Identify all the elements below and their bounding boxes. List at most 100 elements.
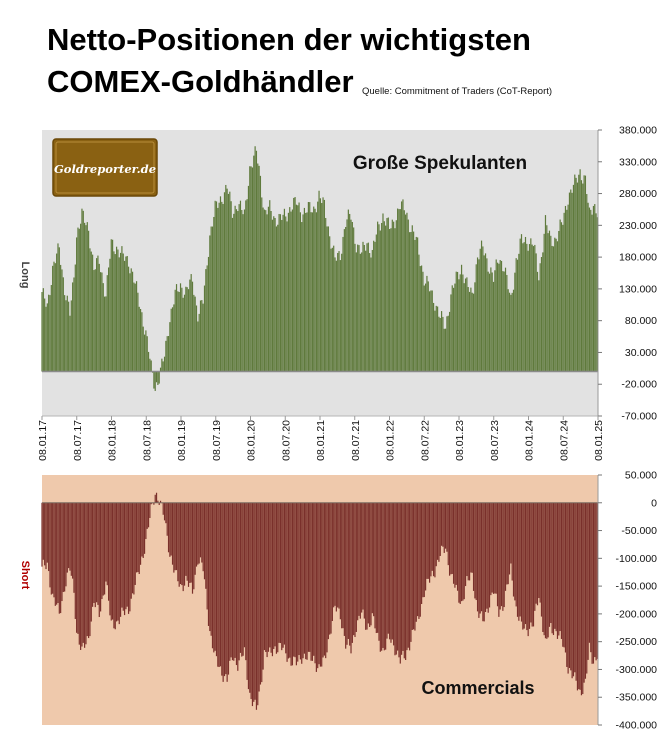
bar-2021-02-21 (327, 502, 329, 640)
bar-2021-03-28 (334, 257, 336, 372)
bar-2019-11-03 (237, 502, 239, 671)
x-tick-label: 08.01.19 (176, 420, 188, 461)
bar-2019-10-27 (235, 209, 238, 372)
bar-2020-12-27 (317, 502, 319, 669)
bar-2021-07-11 (354, 502, 356, 638)
bar-2023-10-08 (510, 502, 512, 564)
bar-2022-02-20 (397, 502, 399, 651)
bar-2020-02-23 (258, 502, 260, 692)
bar-2021-12-26 (386, 218, 388, 372)
bar-2022-08-21 (431, 502, 433, 571)
bar-2020-07-12 (285, 216, 287, 372)
bar-2017-07-30 (80, 502, 82, 650)
bar-2019-09-22 (229, 191, 231, 372)
bar-2022-07-03 (422, 502, 424, 598)
bar-2024-12-08 (591, 214, 593, 372)
bar-2024-07-14 (563, 502, 565, 648)
bar-2018-12-30 (178, 291, 180, 372)
bar-2021-02-21 (327, 226, 329, 372)
x-tick-label: 08.01.22 (385, 420, 397, 461)
bar-2018-07-01 (143, 334, 146, 372)
bar-2020-12-20 (315, 212, 317, 372)
bar-2021-08-08 (359, 253, 361, 372)
bar-2020-03-29 (265, 210, 267, 372)
bar-2023-07-16 (494, 502, 496, 594)
bar-2022-04-10 (406, 502, 408, 651)
bar-2021-10-24 (374, 502, 376, 629)
bar-2019-07-28 (218, 202, 220, 372)
bar-2022-06-12 (418, 502, 420, 619)
bar-2018-04-08 (127, 502, 130, 614)
bar-2024-05-19 (552, 246, 555, 372)
bar-2018-09-02 (155, 371, 158, 383)
bar-2019-11-24 (241, 209, 243, 372)
bar-2017-02-12 (48, 502, 50, 572)
bar-2018-12-02 (173, 502, 175, 573)
long-y-ticks: 380.000 330.000 280.000 230.000 180.000 130.0… (598, 125, 657, 423)
bar-2023-04-23 (478, 259, 480, 372)
bar-2021-01-17 (321, 202, 323, 372)
bar-2024-08-25 (571, 192, 573, 372)
bar-2023-01-15 (459, 274, 461, 372)
bar-2018-11-25 (171, 502, 174, 565)
bar-2019-01-20 (182, 502, 184, 592)
bar-2018-12-16 (175, 502, 178, 571)
bar-2020-07-05 (283, 502, 286, 645)
bar-2018-12-23 (177, 291, 179, 372)
bar-2024-06-16 (558, 230, 560, 372)
bar-2018-10-14 (163, 502, 166, 521)
bar-2023-07-23 (495, 259, 497, 372)
bar-2021-05-09 (342, 502, 344, 629)
bar-2021-01-17 (321, 502, 323, 667)
bar-2020-11-22 (310, 212, 312, 372)
bar-2019-11-10 (238, 502, 240, 661)
bar-2024-05-05 (550, 235, 552, 372)
bar-2020-03-22 (263, 209, 266, 372)
bar-2018-03-04 (121, 246, 123, 372)
bar-2024-03-10 (539, 263, 541, 372)
bar-2019-03-03 (190, 274, 192, 372)
bar-2022-09-04 (434, 502, 436, 578)
bar-2023-07-16 (494, 270, 496, 372)
bar-2017-04-02 (57, 243, 59, 372)
bar-2019-06-09 (209, 502, 211, 632)
bar-2018-01-21 (113, 502, 115, 629)
bar-2024-01-28 (531, 244, 533, 372)
bar-2018-02-04 (115, 246, 118, 372)
bar-2022-11-27 (450, 502, 452, 575)
bar-2021-12-19 (385, 502, 387, 650)
bar-2023-06-25 (490, 267, 492, 372)
bar-2017-11-12 (100, 502, 102, 612)
bar-2017-12-31 (109, 502, 111, 616)
bar-2018-11-04 (167, 335, 170, 372)
bar-2020-12-20 (315, 502, 317, 672)
bar-2019-01-13 (181, 287, 183, 372)
bar-2024-11-24 (588, 502, 591, 643)
bar-2017-10-29 (97, 255, 99, 372)
bar-2024-09-01 (572, 502, 575, 677)
bar-2020-09-27 (299, 502, 301, 660)
bar-2020-07-05 (283, 208, 286, 372)
bar-2017-10-22 (96, 502, 98, 603)
bar-2020-06-07 (278, 502, 280, 643)
bar-2023-07-02 (491, 502, 493, 593)
bar-2019-04-28 (201, 300, 203, 372)
bar-2023-02-19 (466, 277, 468, 372)
bar-2021-01-31 (323, 199, 325, 372)
long-bars (41, 146, 599, 391)
bar-2019-08-25 (223, 192, 226, 372)
bar-2017-05-21 (66, 502, 68, 573)
bar-2019-10-27 (235, 502, 238, 666)
bar-2020-04-19 (269, 200, 271, 372)
bar-2019-06-02 (207, 502, 210, 626)
bar-2022-05-01 (410, 502, 412, 642)
bar-2024-06-02 (555, 502, 557, 632)
bar-2022-02-06 (394, 502, 396, 656)
bar-2022-05-08 (411, 502, 413, 630)
bar-2020-02-16 (257, 502, 259, 706)
x-tick-label: 08.07.23 (489, 420, 501, 461)
bar-2019-12-29 (247, 502, 250, 690)
bar-2017-07-02 (74, 502, 76, 619)
bar-2018-10-28 (166, 336, 168, 372)
bar-2021-06-27 (351, 221, 353, 372)
